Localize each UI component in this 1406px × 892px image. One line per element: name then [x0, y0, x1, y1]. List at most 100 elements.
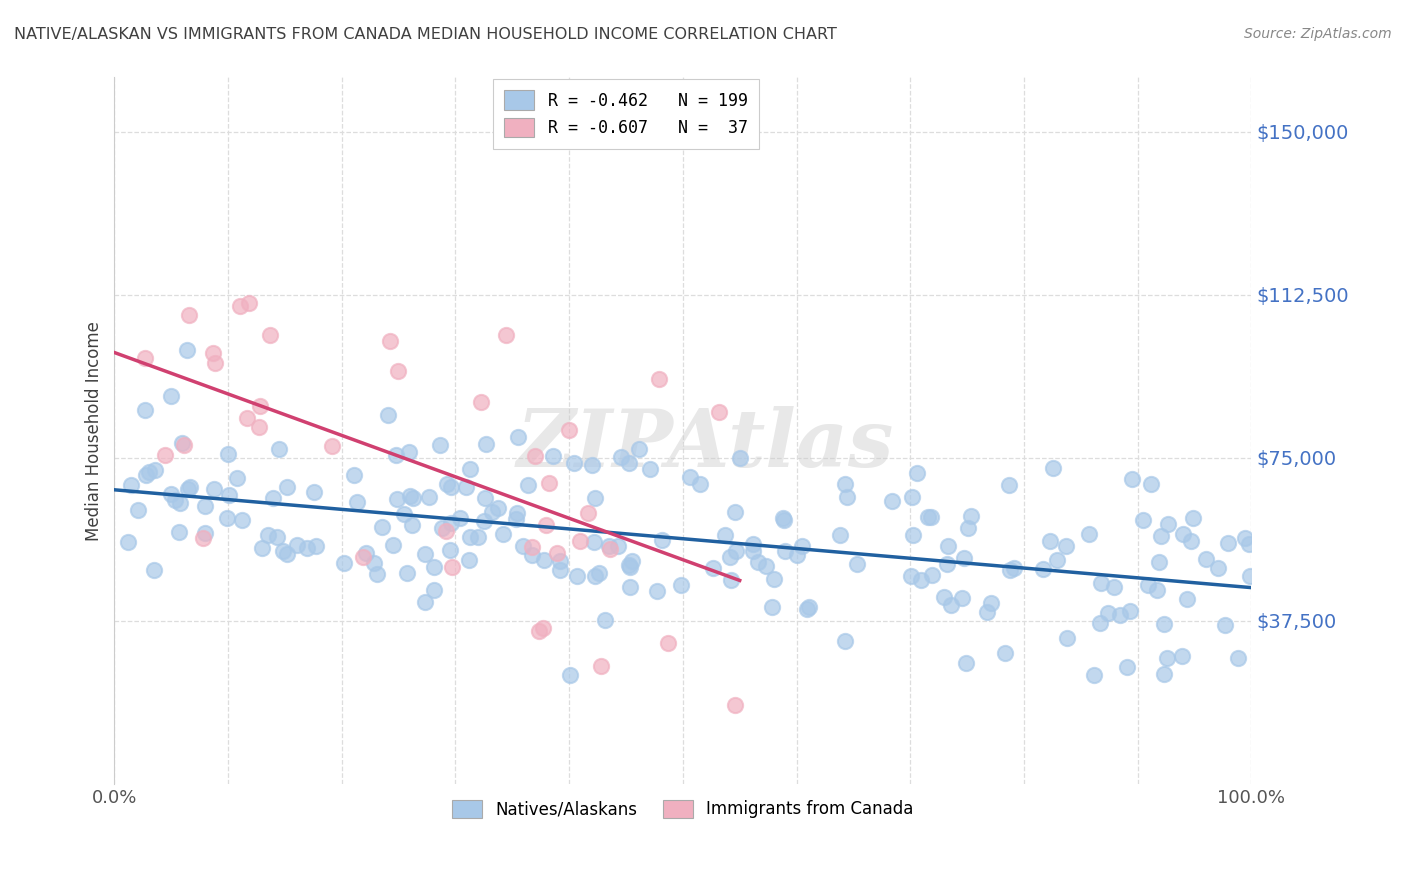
- Point: [267, 442, 290, 457]
- Text: Source: ZipAtlas.com: Source: ZipAtlas.com: [1244, 27, 1392, 41]
- Point: [467, 530, 489, 544]
- Point: [366, 567, 388, 582]
- Point: [1002, 560, 1025, 574]
- Point: [238, 296, 260, 310]
- Point: [285, 538, 308, 552]
- Point: [1042, 461, 1064, 475]
- Point: [163, 493, 186, 508]
- Point: [1239, 537, 1261, 551]
- Y-axis label: Median Household Income: Median Household Income: [86, 320, 103, 541]
- Point: [790, 540, 813, 554]
- Point: [1146, 583, 1168, 598]
- Point: [321, 439, 343, 453]
- Point: [997, 478, 1019, 492]
- Point: [520, 548, 543, 562]
- Point: [835, 490, 858, 504]
- Point: [475, 436, 498, 450]
- Point: [1213, 617, 1236, 632]
- Point: [1097, 606, 1119, 620]
- Point: [724, 544, 747, 558]
- Point: [413, 548, 436, 562]
- Point: [135, 468, 157, 483]
- Point: [202, 483, 225, 497]
- Point: [191, 531, 214, 545]
- Point: [640, 462, 662, 476]
- Point: [1195, 552, 1218, 566]
- Point: [262, 491, 284, 506]
- Point: [950, 591, 973, 606]
- Point: [1045, 553, 1067, 567]
- Point: [380, 334, 402, 349]
- Point: [120, 478, 142, 492]
- Point: [651, 533, 673, 547]
- Point: [952, 551, 974, 566]
- Point: [1170, 649, 1192, 664]
- Point: [370, 519, 392, 533]
- Point: [617, 558, 640, 572]
- Point: [755, 558, 778, 573]
- Point: [217, 447, 239, 461]
- Point: [520, 541, 543, 555]
- Point: [834, 634, 856, 648]
- Point: [527, 624, 550, 639]
- Legend: Natives/Alaskans, Immigrants from Canada: Natives/Alaskans, Immigrants from Canada: [446, 793, 920, 825]
- Point: [1119, 604, 1142, 618]
- Point: [134, 351, 156, 365]
- Point: [1180, 534, 1202, 549]
- Point: [568, 533, 591, 548]
- Point: [599, 542, 621, 557]
- Point: [247, 419, 270, 434]
- Point: [558, 423, 581, 437]
- Point: [392, 507, 415, 521]
- Point: [304, 485, 326, 500]
- Point: [1121, 472, 1143, 486]
- Point: [1171, 527, 1194, 541]
- Point: [714, 528, 737, 542]
- Point: [583, 491, 606, 505]
- Text: ZIPAtlas: ZIPAtlas: [517, 406, 894, 483]
- Point: [1206, 561, 1229, 575]
- Point: [495, 328, 517, 343]
- Point: [846, 558, 869, 572]
- Point: [1132, 512, 1154, 526]
- Point: [492, 526, 515, 541]
- Point: [786, 548, 808, 562]
- Point: [723, 505, 745, 519]
- Point: [432, 521, 454, 535]
- Point: [901, 490, 924, 504]
- Point: [449, 511, 471, 525]
- Point: [194, 525, 217, 540]
- Point: [548, 554, 571, 568]
- Point: [1078, 527, 1101, 541]
- Point: [534, 517, 557, 532]
- Point: [145, 463, 167, 477]
- Point: [486, 500, 509, 515]
- Point: [533, 553, 555, 567]
- Point: [194, 499, 217, 513]
- Point: [266, 530, 288, 544]
- Point: [512, 539, 534, 553]
- Point: [138, 465, 160, 479]
- Point: [1153, 617, 1175, 632]
- Point: [456, 480, 478, 494]
- Point: [1137, 578, 1160, 592]
- Point: [204, 356, 226, 370]
- Point: [830, 527, 852, 541]
- Point: [436, 477, 458, 491]
- Point: [1153, 666, 1175, 681]
- Point: [429, 437, 451, 451]
- Point: [153, 448, 176, 462]
- Point: [1150, 528, 1173, 542]
- Point: [588, 566, 610, 580]
- Point: [994, 646, 1017, 660]
- Point: [506, 430, 529, 444]
- Point: [900, 569, 922, 583]
- Point: [1149, 555, 1171, 569]
- Point: [127, 502, 149, 516]
- Point: [387, 364, 409, 378]
- Point: [225, 471, 247, 485]
- Point: [775, 544, 797, 558]
- Point: [728, 450, 751, 465]
- Point: [763, 572, 786, 586]
- Point: [1056, 631, 1078, 645]
